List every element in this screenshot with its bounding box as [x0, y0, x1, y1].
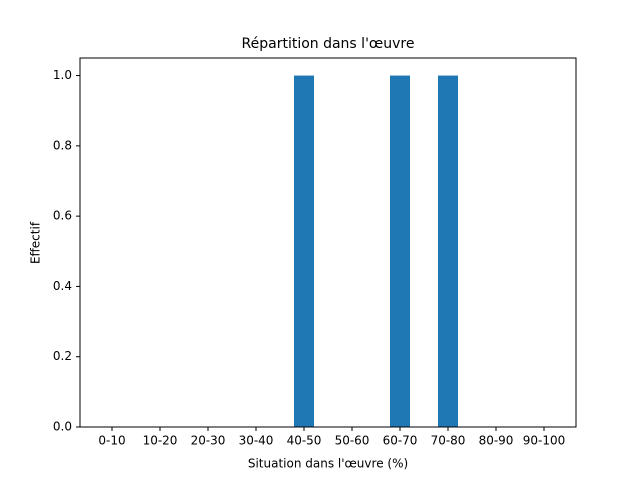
x-tick-label: 60-70	[383, 434, 418, 448]
bar	[438, 75, 458, 428]
x-tick-label: 10-20	[143, 434, 178, 448]
y-tick-label: 0.6	[53, 209, 72, 223]
x-tick-label: 90-100	[523, 434, 566, 448]
x-tick-label: 80-90	[479, 434, 514, 448]
x-tick-label: 70-80	[431, 434, 466, 448]
y-tick-label: 0.4	[53, 279, 72, 293]
x-axis-label: Situation dans l'œuvre (%)	[248, 457, 408, 471]
x-tick-label: 40-50	[287, 434, 322, 448]
y-axis-label: Effectif	[29, 221, 43, 264]
y-tick-label: 0.0	[53, 420, 72, 434]
y-tick-label: 0.8	[53, 138, 72, 152]
bar	[294, 75, 314, 428]
bar	[390, 75, 410, 428]
x-tick-label: 30-40	[239, 434, 274, 448]
x-tick-label: 0-10	[98, 434, 125, 448]
plot-frame	[79, 57, 577, 428]
x-tick-label: 50-60	[335, 434, 370, 448]
chart-title: Répartition dans l'œuvre	[242, 36, 415, 52]
y-tick-label: 0.2	[53, 349, 72, 363]
x-tick-label: 20-30	[191, 434, 226, 448]
y-tick-label: 1.0	[53, 68, 72, 82]
